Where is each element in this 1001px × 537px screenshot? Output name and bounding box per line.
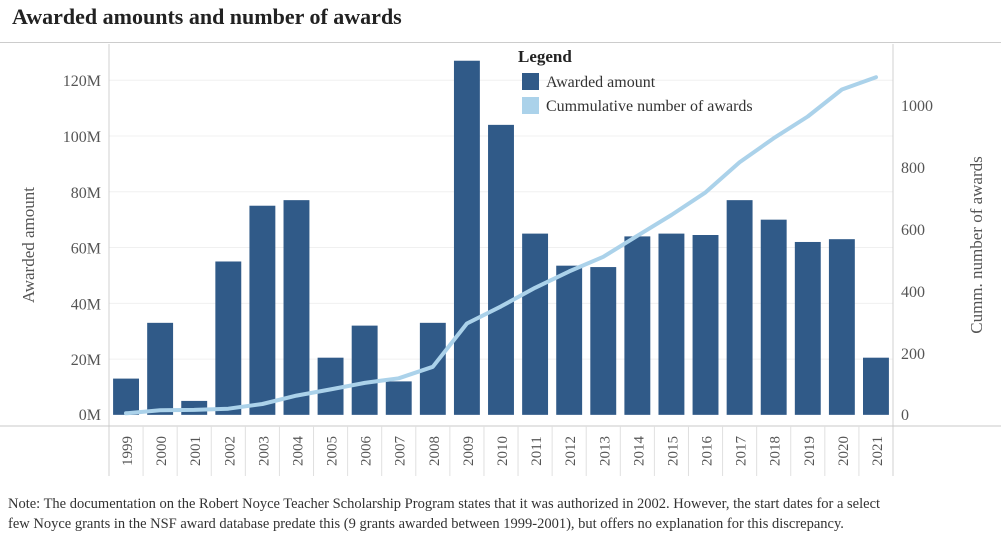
footnote: Note: The documentation on the Robert No… [8,494,993,534]
y-tick-label: 120M [63,73,101,90]
x-tick-label: 2007 [393,436,409,467]
bar [215,261,242,415]
x-tick-label: 2001 [188,436,204,466]
x-tick-label: 2009 [461,436,477,466]
x-tick-label: 2020 [836,436,852,466]
bar [113,378,139,415]
x-tick-label: 2019 [802,436,818,466]
footnote-line-1: Note: The documentation on the Robert No… [8,496,881,512]
bar [624,236,651,415]
x-tick-label: 2004 [290,436,306,467]
x-tick-label: 2006 [359,436,375,467]
y2-tick-label: 600 [901,222,925,239]
bar [453,60,480,415]
bar [556,265,583,415]
x-tick-label: 2008 [427,436,443,466]
cumulative-awards-line [124,75,878,416]
y2-tick-label: 200 [901,346,925,363]
bar [385,381,412,415]
x-tick-label: 2010 [495,436,511,466]
legend-swatch-bar [522,73,539,90]
x-tick-label: 2017 [734,436,750,467]
bar [283,200,310,415]
x-tick-label: 2016 [700,436,716,467]
y-tick-label: 80M [71,185,101,202]
legend-label-bar: Awarded amount [546,74,656,91]
bar [351,325,378,415]
legend-title: Legend [518,47,572,66]
y-tick-label: 0M [79,407,101,424]
x-tick-label: 2015 [665,436,681,466]
y2-tick-label: 800 [901,160,925,177]
x-tick-label: 2012 [563,436,579,466]
bar [590,267,617,415]
bar [863,357,889,415]
bar [794,241,821,415]
x-tick-label: 2005 [325,436,341,466]
bar [249,205,276,415]
bar [760,219,787,415]
x-tick-label: 2003 [256,436,272,466]
bar [488,124,514,415]
x-tick-label: 2014 [631,436,647,467]
x-tick-label: 2011 [529,436,545,465]
y-tick-label: 40M [71,296,101,313]
y-tick-label: 60M [71,241,101,258]
combo-chart: 0M 20M 40M 60M 80M 100M 120M 0 200 400 600 800 1000 A… [0,44,1001,476]
y-tick-label: 100M [63,129,101,146]
x-tick-label: 2018 [768,436,784,466]
bar [522,233,549,415]
y2-tick-label: 400 [901,284,925,301]
bar [726,200,753,415]
y2-axis-title: Cumm. number of awards [967,156,986,334]
x-tick-label: 2013 [597,436,613,466]
bar [828,239,855,415]
bar [692,235,719,415]
y2-tick-label: 1000 [901,98,933,115]
chart-title: Awarded amounts and number of awards [12,4,402,29]
y-tick-label: 20M [71,352,101,369]
y-axis-title: Awarded amount [19,187,38,303]
legend-label-line: Cummulative number of awards [546,98,753,115]
legend-swatch-line [522,97,539,114]
x-tick-label: 2002 [222,436,238,466]
x-tick-label: 1999 [120,436,136,466]
footnote-line-2: few Noyce grants in the NSF award databa… [8,516,844,532]
bar [658,233,685,415]
y2-tick-label: 0 [901,407,909,424]
bar [147,322,174,415]
x-tick-label: 2000 [154,436,170,466]
title-divider [0,42,1001,43]
x-tick-label: 2021 [870,436,886,466]
